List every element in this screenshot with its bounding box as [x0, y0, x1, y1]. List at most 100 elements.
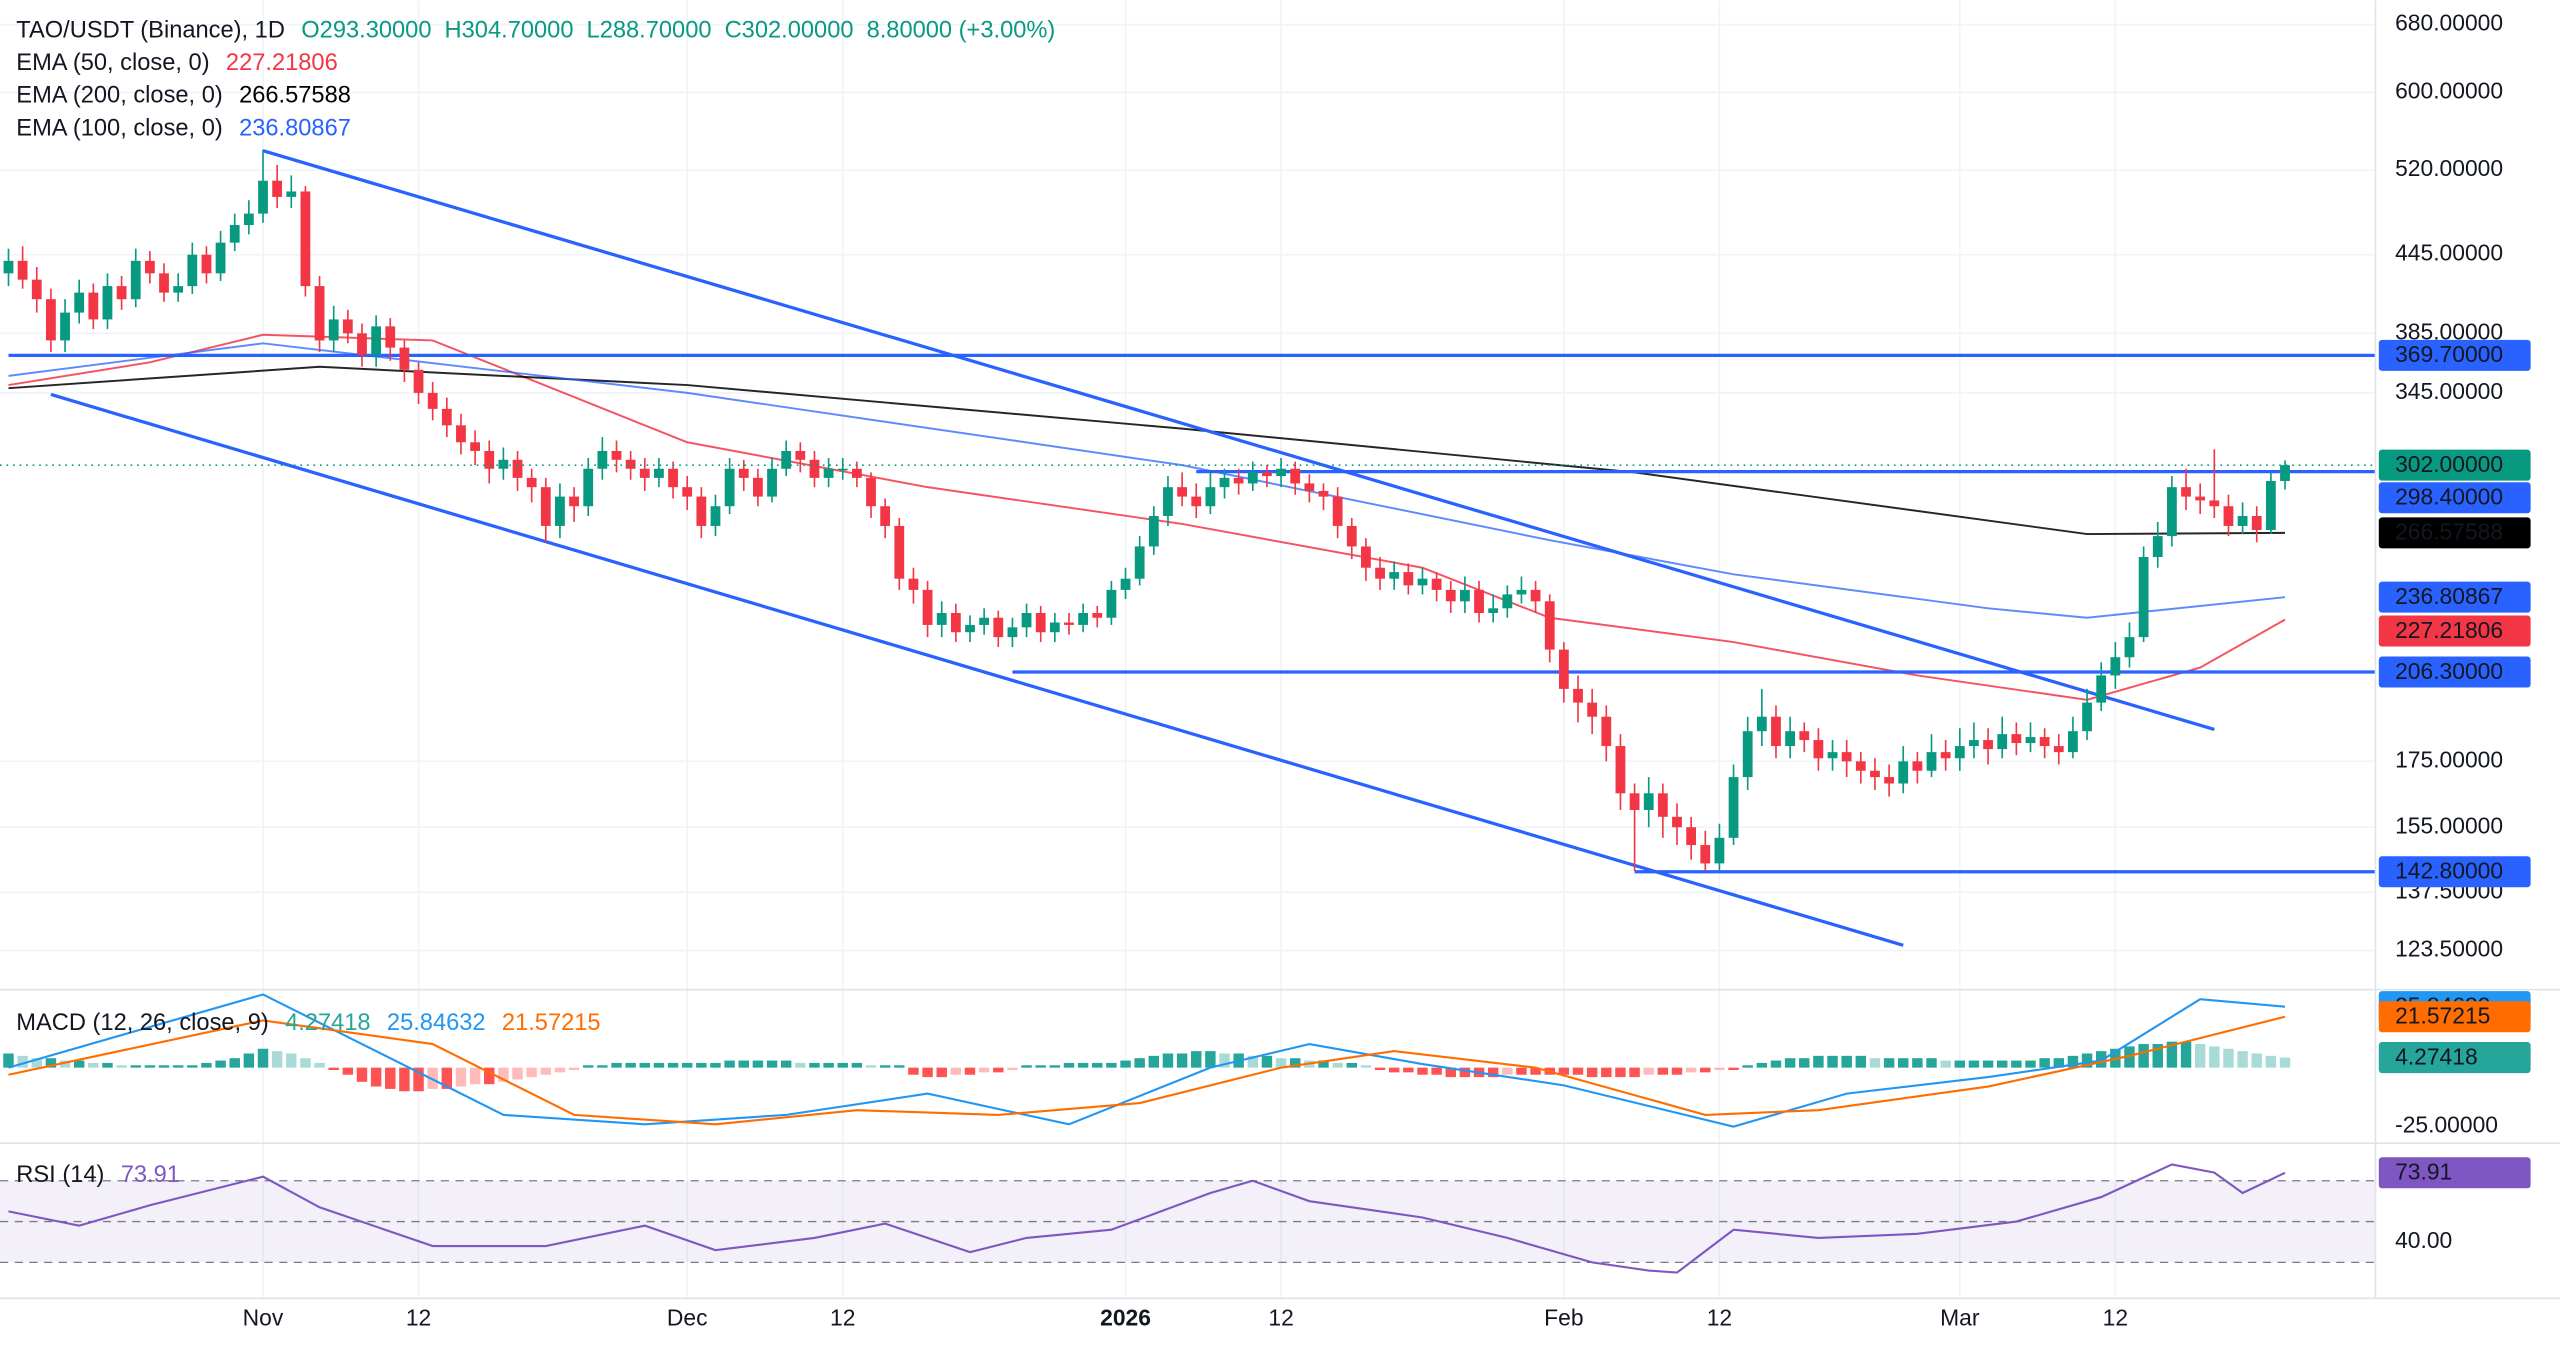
- macd-histogram-bar: [2039, 1058, 2050, 1068]
- macd-histogram-bar: [1205, 1051, 1216, 1068]
- candle-body: [979, 617, 990, 625]
- candle-body: [1049, 622, 1060, 633]
- price-tag: [2378, 1042, 2531, 1074]
- candle-body: [851, 468, 862, 478]
- macd-histogram-bar: [1445, 1067, 1456, 1078]
- candle-body: [1912, 761, 1923, 771]
- x-tick-label: 12: [2103, 1305, 2128, 1331]
- candle-body: [1346, 525, 1357, 547]
- macd-histogram-bar: [1487, 1067, 1499, 1078]
- price-tag-label: 227.21806: [2395, 617, 2503, 643]
- candle-body: [1247, 472, 1258, 484]
- candle-body: [2039, 737, 2050, 747]
- price-tag-label: 73.91: [2395, 1159, 2452, 1185]
- macd-histogram-bar: [1247, 1055, 1259, 1068]
- candle-body: [456, 425, 466, 443]
- macd-histogram-bar: [625, 1062, 636, 1068]
- macd-histogram-bar: [639, 1062, 651, 1068]
- candle-body: [2223, 506, 2234, 526]
- macd-histogram-bar: [1021, 1065, 1032, 1068]
- macd-histogram-bar: [710, 1062, 721, 1068]
- candle-body: [1460, 589, 1470, 602]
- macd-histogram-bar: [2194, 1044, 2206, 1068]
- candle-body: [823, 468, 834, 478]
- candle-body: [2068, 731, 2078, 753]
- candle-body: [1954, 746, 1965, 759]
- price-axis: Nov 12 Dec 12 2026 12 Feb 12 Mar 12 680.00000 600.0…: [243, 10, 2531, 1331]
- macd-histogram-bar: [922, 1067, 933, 1078]
- candle-body: [130, 260, 141, 300]
- ohlc-label: H304.70000: [445, 18, 574, 44]
- macd-histogram-bar: [1912, 1058, 1923, 1068]
- candle-body: [1558, 649, 1569, 689]
- candle-body: [1332, 496, 1343, 526]
- trendline: [262, 149, 2215, 731]
- candle-body: [1021, 612, 1032, 628]
- price-tag-label: 369.70000: [2395, 341, 2503, 367]
- macd-histogram-bar: [978, 1067, 990, 1073]
- macd-histogram-bar: [1770, 1060, 1782, 1068]
- macd-histogram-bar: [667, 1062, 679, 1068]
- candle-body: [597, 450, 608, 469]
- macd-histogram-bar: [1813, 1055, 1824, 1068]
- macd-histogram-bar: [1643, 1067, 1654, 1075]
- macd-histogram-bar: [1841, 1055, 1852, 1068]
- macd-histogram-bar: [1035, 1065, 1046, 1068]
- candle-body: [1898, 761, 1909, 784]
- candle-body: [866, 477, 876, 507]
- macd-histogram-bar: [568, 1067, 580, 1071]
- candle-body: [2110, 657, 2121, 676]
- candle-body: [1262, 472, 1272, 477]
- indicator-name: EMA (200, close, 0): [16, 83, 222, 109]
- macd-histogram-bar: [1685, 1067, 1697, 1073]
- candle-body: [1078, 612, 1089, 625]
- candle-body: [809, 459, 820, 478]
- macd-histogram-bar: [116, 1065, 127, 1068]
- x-tick-label: 12: [1707, 1305, 1732, 1331]
- macd-histogram-bar: [201, 1062, 212, 1068]
- candle-body: [1191, 496, 1202, 507]
- candle-body: [1785, 731, 1796, 747]
- macd-histogram-bar: [17, 1055, 28, 1068]
- macd-histogram-bar: [455, 1067, 467, 1087]
- rsi-line: [8, 1163, 2286, 1274]
- candle-body: [1997, 734, 2008, 750]
- macd-histogram-bar: [399, 1067, 410, 1092]
- macd-histogram-bar: [1855, 1055, 1867, 1068]
- candle-body: [470, 442, 480, 451]
- y-tick-label: 155.00000: [2395, 812, 2503, 838]
- macd-histogram-bar: [512, 1067, 523, 1080]
- macd-histogram-bar: [1883, 1058, 1895, 1068]
- candle-body: [1643, 793, 1654, 810]
- macd-histogram-bar: [837, 1062, 848, 1068]
- candle-body: [1120, 578, 1131, 590]
- candle-body: [243, 213, 254, 226]
- candle-body: [1205, 487, 1216, 507]
- rsi-band-fill: [0, 1180, 2376, 1263]
- macd-histogram-bar: [187, 1065, 198, 1068]
- indicator-legend: EMA (200, close, 0) 266.57588: [16, 83, 351, 109]
- candle-body: [2082, 702, 2092, 732]
- candle-body: [201, 254, 212, 274]
- macd-histogram-bar: [1134, 1058, 1145, 1068]
- price-tag: [2378, 1001, 2531, 1033]
- macd-histogram-bar: [724, 1060, 735, 1068]
- macd-histogram-bar: [1289, 1058, 1301, 1068]
- candle-body: [399, 347, 410, 370]
- candle-body: [17, 260, 28, 280]
- candle-body: [526, 477, 537, 488]
- price-tag-label: 236.80867: [2395, 583, 2503, 609]
- price-tag: [2378, 449, 2531, 481]
- symbol-title: TAO/USDT (Binance), 1D: [16, 18, 285, 44]
- candle-body: [173, 286, 184, 293]
- candle-body: [2209, 500, 2220, 507]
- macd-histogram-bar: [1077, 1062, 1089, 1068]
- macd-histogram-bar: [540, 1067, 552, 1075]
- macd-histogram-bar: [31, 1058, 42, 1068]
- macd-histogram-bar: [243, 1053, 255, 1068]
- price-tag: [2378, 1157, 2531, 1189]
- macd-histogram-bar: [1671, 1067, 1683, 1075]
- macd-histogram-bar: [993, 1067, 1004, 1073]
- macd-histogram-bar: [1388, 1067, 1400, 1073]
- candle-body: [187, 254, 198, 287]
